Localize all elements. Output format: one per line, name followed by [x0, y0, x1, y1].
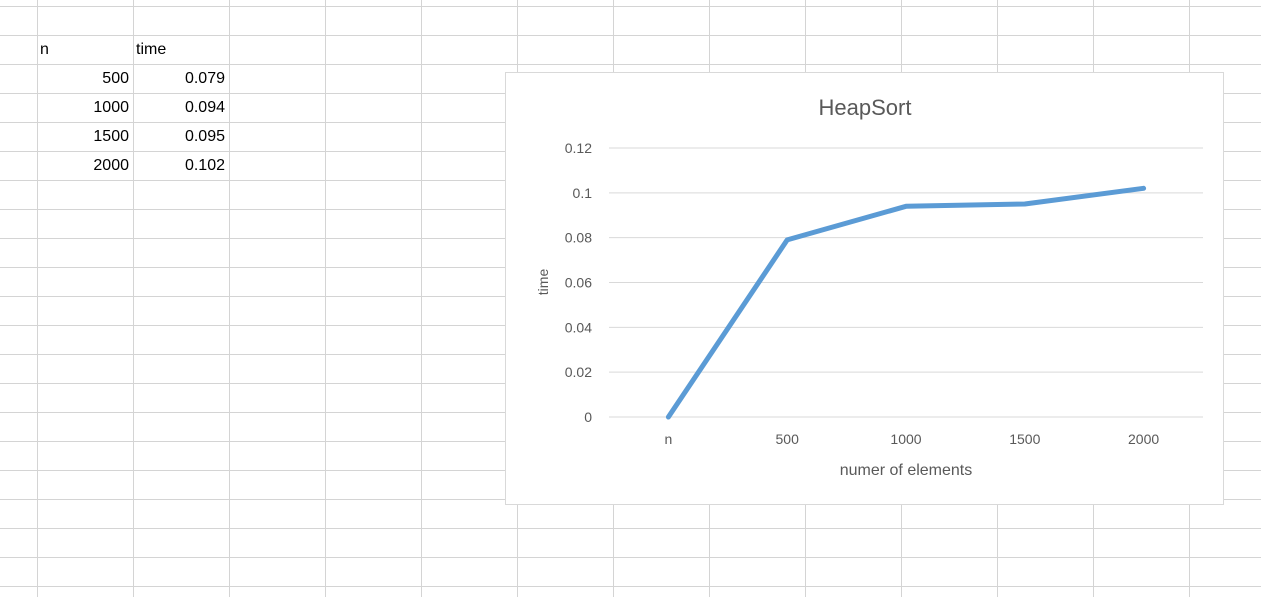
y-tick-label: 0 — [584, 409, 592, 425]
cell-time-3[interactable]: 0.095 — [184, 128, 225, 145]
y-tick-label: 0.06 — [565, 275, 592, 291]
cell-n-1[interactable]: 500 — [102, 70, 129, 87]
cell-time-1[interactable]: 0.079 — [184, 70, 225, 87]
y-tick-label: 0.02 — [565, 364, 592, 380]
cell-n-2[interactable]: 1000 — [93, 99, 129, 116]
cell-n-4[interactable]: 2000 — [93, 157, 129, 174]
header-cell-time[interactable]: time — [136, 41, 167, 58]
heapsort-line-chart: HeapSort time numer of elements 0 0.02 0.0… — [535, 95, 1203, 479]
x-tick-label: 1500 — [1009, 431, 1040, 447]
y-tick-label: 0.1 — [573, 185, 593, 201]
x-tick-label: 2000 — [1128, 431, 1159, 447]
y-tick-label: 0.08 — [565, 230, 592, 246]
y-tick-label: 0.04 — [565, 319, 592, 335]
series-line-0[interactable] — [665, 185, 1147, 420]
x-axis-label: numer of elements — [840, 462, 973, 479]
series-group — [665, 185, 1147, 420]
y-tick-labels: 0 0.02 0.04 0.06 0.08 0.1 0.12 — [565, 140, 592, 425]
cell-time-4[interactable]: 0.102 — [184, 157, 225, 174]
chart-object[interactable]: HeapSort time numer of elements 0 0.02 0.0… — [505, 72, 1224, 505]
y-axis-label: time — [535, 269, 551, 296]
gridlines — [609, 147, 1203, 418]
header-cell-n[interactable]: n — [40, 41, 49, 58]
cell-n-3[interactable]: 1500 — [93, 128, 129, 145]
y-tick-label: 0.12 — [565, 140, 592, 156]
x-tick-labels: n 500 1000 1500 2000 — [665, 431, 1160, 447]
x-tick-label: n — [665, 431, 673, 447]
x-tick-label: 500 — [776, 431, 800, 447]
cell-time-2[interactable]: 0.094 — [184, 99, 225, 116]
chart-title: HeapSort — [819, 95, 912, 120]
x-tick-label: 1000 — [890, 431, 921, 447]
